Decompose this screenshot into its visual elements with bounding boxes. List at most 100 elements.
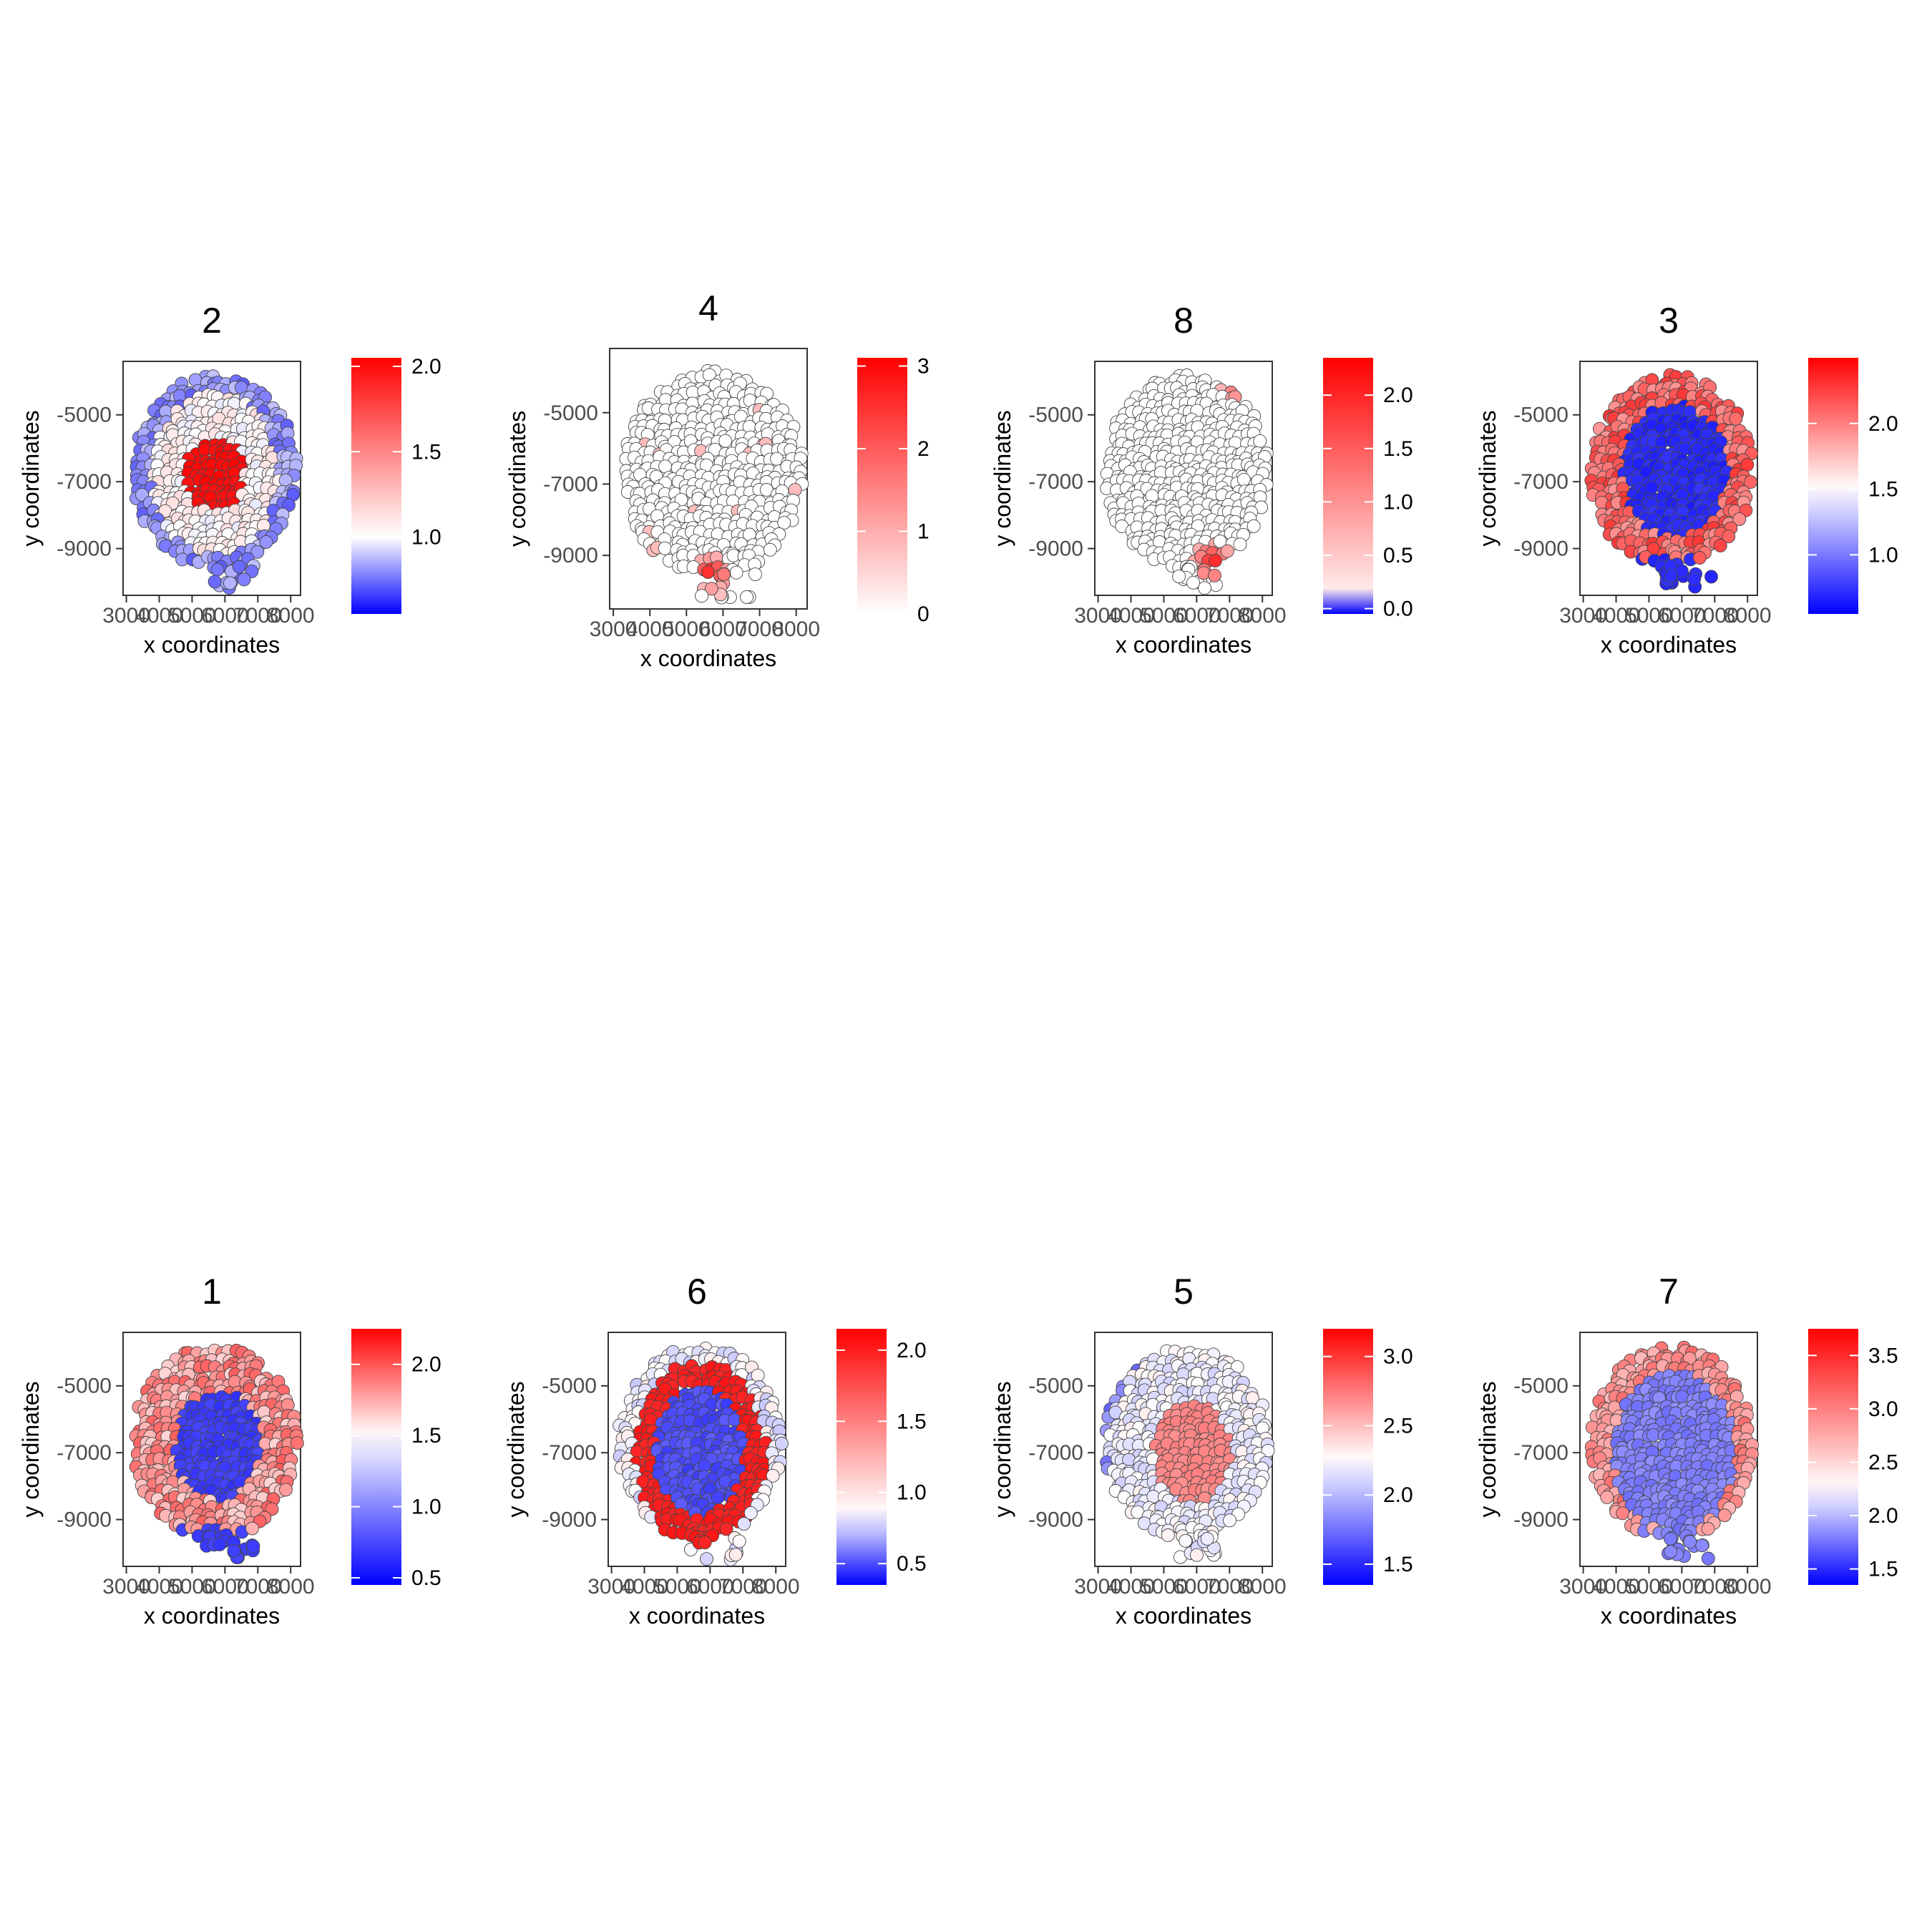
cell-point	[290, 1436, 304, 1450]
colorbar-tick-label: 1.5	[411, 1424, 441, 1448]
y-tick-label: -5000	[57, 1375, 112, 1398]
cell-point	[1704, 570, 1718, 584]
cell-points	[129, 1343, 304, 1565]
cell-point	[658, 459, 673, 474]
x-axis-label: x coordinates	[144, 632, 280, 658]
cell-point	[698, 1536, 712, 1550]
cell-points	[613, 1342, 789, 1566]
panel-title: 1	[202, 1272, 222, 1312]
x-tick-label: 8000	[1239, 604, 1287, 628]
cell-point	[718, 434, 733, 448]
cell-point	[1208, 554, 1222, 567]
y-tick-label: -5000	[57, 404, 112, 427]
y-tick-label: -5000	[1513, 404, 1568, 427]
y-tick-label: -7000	[57, 470, 112, 494]
y-axis-label: y coordinates	[990, 1381, 1015, 1517]
colorbar-tick-label: 2.0	[411, 355, 441, 379]
cell-point	[1186, 575, 1201, 590]
plot-frame	[608, 1332, 786, 1567]
cell-point	[245, 1521, 259, 1536]
panel-title: 8	[1174, 301, 1194, 341]
colorbar-tick-label: 1	[917, 520, 930, 544]
colorbar	[1323, 358, 1373, 614]
cell-point	[232, 560, 246, 574]
y-tick-label: -9000	[1028, 537, 1083, 561]
cell-point	[223, 576, 237, 590]
panels-layer: 2300040005000600070008000-5000-7000-9000…	[18, 288, 1898, 1629]
cell-point	[1207, 568, 1221, 582]
cell-point	[1722, 530, 1736, 544]
x-tick-label: 8000	[1724, 604, 1772, 628]
x-tick-label: 8000	[1239, 1575, 1287, 1599]
y-tick-label: -7000	[543, 472, 598, 496]
colorbar-tick-label: 2	[917, 437, 930, 461]
x-tick-label: 6000	[1173, 604, 1221, 628]
colorbar	[1323, 1329, 1373, 1585]
plot-frame	[609, 348, 808, 610]
colorbar-tick-label: 0.0	[1383, 597, 1413, 621]
colorbar-tick-label: 2.0	[1383, 1483, 1413, 1507]
colorbar-tick-label: 1.5	[897, 1410, 927, 1433]
cell-point	[729, 565, 743, 580]
cell-point	[737, 1517, 751, 1531]
x-axis-label: x coordinates	[144, 1603, 280, 1629]
colorbar	[836, 1329, 887, 1585]
cell-point	[728, 1548, 743, 1562]
x-tick-label: 7000	[234, 1575, 282, 1599]
panel-title: 7	[1659, 1272, 1679, 1312]
colorbar-tick-label: 2.0	[1868, 412, 1898, 436]
cell-point	[1146, 1490, 1161, 1503]
y-tick-label: -9000	[1513, 537, 1568, 561]
cell-point	[246, 1539, 260, 1553]
cell-point	[732, 1534, 746, 1548]
colorbar-tick-label: 2.0	[1383, 384, 1413, 407]
colorbar-tick-label: 1.0	[897, 1481, 927, 1505]
x-tick-label: 7000	[1206, 604, 1254, 628]
colorbar-tick-label: 1.5	[411, 440, 441, 464]
colorbar-tick-label: 1.5	[1868, 1558, 1898, 1581]
cell-point	[259, 535, 273, 549]
x-axis-label: x coordinates	[629, 1603, 765, 1629]
x-tick-label: 8000	[752, 1575, 800, 1599]
y-tick-label: -7000	[1513, 1441, 1568, 1465]
x-tick-label: 8000	[1724, 1575, 1772, 1599]
cell-point	[1161, 1528, 1175, 1542]
y-tick-label: -9000	[1028, 1508, 1083, 1532]
colorbar-tick-label: 1.0	[411, 526, 441, 550]
y-tick-label: -7000	[542, 1441, 597, 1465]
cell-point	[1732, 512, 1747, 527]
x-axis-label: x coordinates	[1601, 1603, 1737, 1629]
x-tick-label: 7000	[736, 618, 784, 641]
x-tick-label: 8000	[267, 1575, 315, 1599]
cell-points	[619, 364, 809, 605]
cell-point	[1692, 551, 1707, 565]
x-tick-label: 5000	[1625, 604, 1673, 628]
x-tick-label: 6000	[699, 618, 747, 641]
panel-6: 6300040005000600070008000-5000-7000-9000…	[503, 1272, 927, 1629]
x-tick-label: 3000	[102, 1575, 150, 1599]
cell-point	[704, 582, 718, 596]
x-tick-label: 5000	[663, 618, 711, 641]
cell-point	[1236, 472, 1251, 487]
y-tick-label: -5000	[542, 1375, 597, 1398]
x-tick-label: 6000	[201, 1575, 249, 1599]
cell-points	[1584, 1340, 1759, 1566]
x-tick-label: 3000	[102, 604, 150, 628]
cell-point	[1200, 1532, 1214, 1546]
cell-point	[227, 1543, 241, 1558]
cell-point	[1664, 1532, 1677, 1546]
cell-point	[1220, 544, 1234, 558]
cell-point	[1246, 519, 1261, 533]
cell-point	[658, 541, 672, 555]
x-tick-label: 4000	[135, 604, 183, 628]
y-tick-label: -9000	[542, 1508, 597, 1532]
cell-point	[711, 1491, 725, 1505]
colorbar-tick-label: 0.5	[1383, 544, 1413, 567]
x-tick-label: 4000	[135, 1575, 183, 1599]
y-axis-label: y coordinates	[18, 410, 44, 546]
cell-point	[643, 1413, 658, 1427]
cell-point	[237, 572, 251, 587]
cell-point	[1616, 1506, 1630, 1521]
